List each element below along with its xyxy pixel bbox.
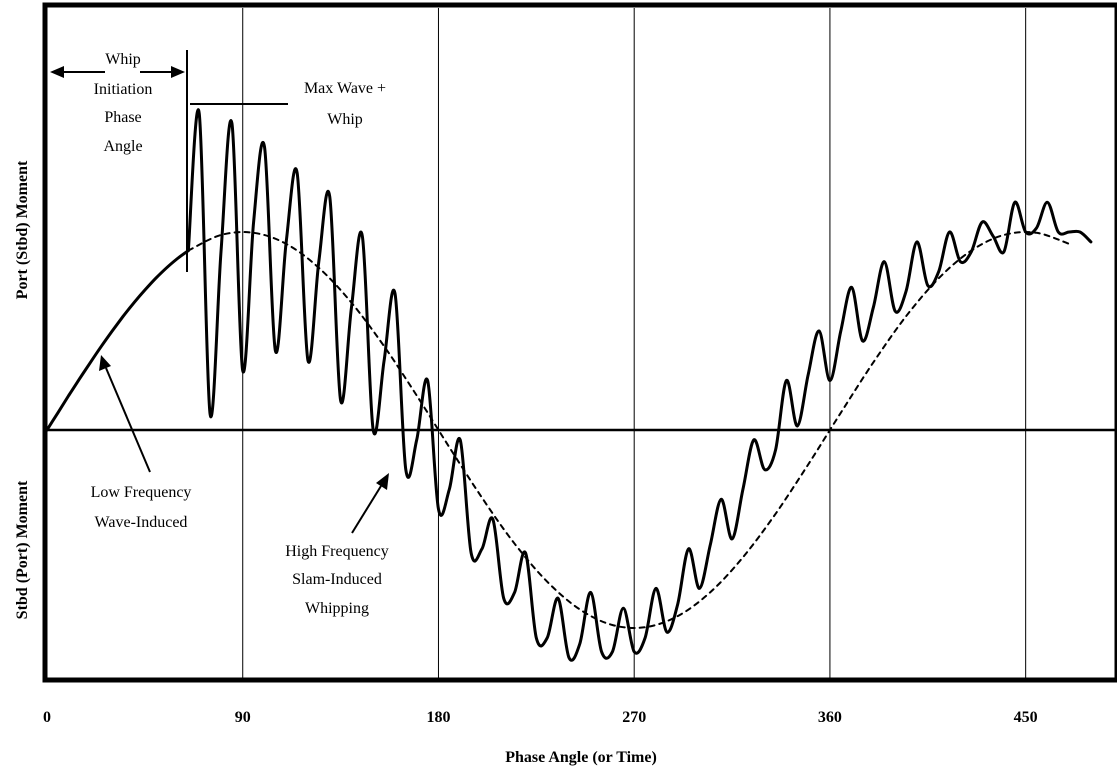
high-frequency-label-3: Whipping [305,600,369,617]
vertical-gridlines [242,8,1027,680]
low-frequency-pointer [105,367,151,473]
max-wave-whip-annotation: Max Wave + Whip [190,80,386,128]
high-frequency-pointer [351,485,382,534]
whip-initiation-label-1: Whip [105,51,141,68]
x-tick-label-360: 360 [818,709,842,726]
high-frequency-label-2: Slam-Induced [292,571,382,588]
whip-initiation-label-2: Initiation [94,81,153,98]
x-axis-label: Phase Angle (or Time) [505,749,657,766]
x-tick-labels: 0 90 180 270 360 450 [43,709,1038,726]
low-frequency-annotation: Low Frequency Wave-Induced [91,355,192,531]
high-frequency-label-1: High Frequency [285,543,389,560]
arrowhead-right-icon [171,66,185,78]
plot-frame [42,2,1117,683]
arrowhead-low-frequency-icon [99,355,111,371]
low-frequency-label-1: Low Frequency [91,484,192,501]
y-axis-label-top: Port (Stbd) Moment [14,160,31,299]
series-line-3 [186,108,1093,662]
whip-initiation-label-4: Angle [103,138,142,155]
high-frequency-annotation: High Frequency Slam-Induced Whipping [285,473,389,617]
arrowhead-left-icon [50,66,64,78]
low-frequency-label-2: Wave-Induced [95,514,188,531]
x-tick-label-450: 450 [1014,709,1038,726]
max-wave-label-1: Max Wave + [304,80,386,97]
x-tick-label-270: 270 [622,709,646,726]
y-axis-label-bottom: Stbd (Port) Moment [14,480,31,619]
series-layer [45,108,1093,662]
x-tick-label-180: 180 [426,709,450,726]
arrowhead-high-frequency-icon [376,473,389,490]
max-wave-label-2: Whip [327,111,363,128]
whip-initiation-label-3: Phase [104,109,141,126]
whip-initiation-annotation: Whip Initiation Phase Angle [50,50,188,272]
x-tick-label-0: 0 [43,709,51,726]
x-tick-label-90: 90 [235,709,251,726]
series-line-1 [45,249,190,432]
